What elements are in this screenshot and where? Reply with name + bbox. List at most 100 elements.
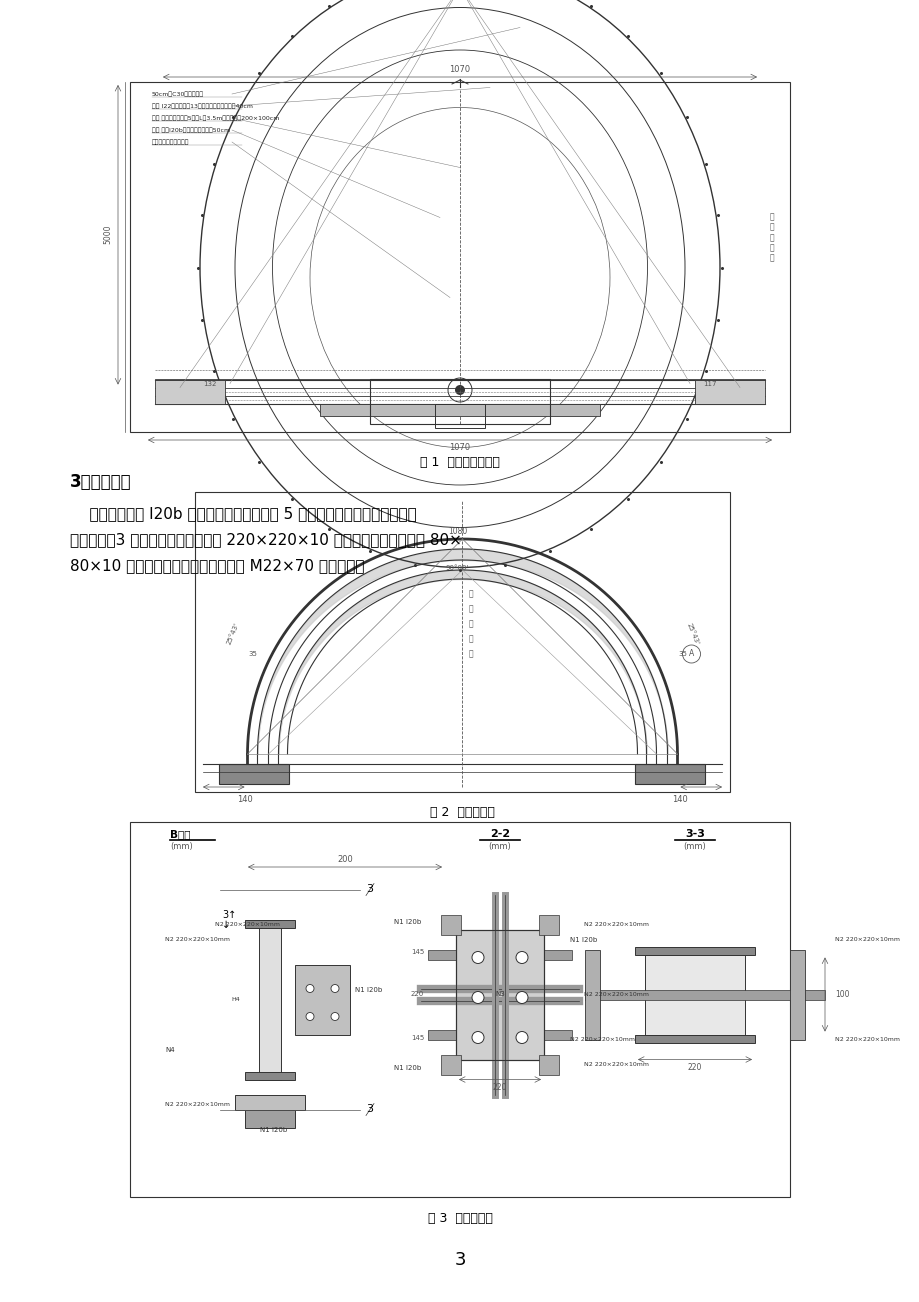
Text: 140: 140: [237, 796, 253, 805]
Text: 3↑: 3↑: [221, 910, 236, 919]
Text: 图 1  套拱基础平面图: 图 1 套拱基础平面图: [420, 456, 499, 469]
Bar: [440, 1055, 460, 1074]
Text: 25°43': 25°43': [225, 622, 239, 646]
Circle shape: [516, 1031, 528, 1043]
Text: 145: 145: [410, 948, 424, 954]
Bar: [644, 954, 744, 1035]
Text: 格栅 套拱格栅每榀分5节，L总3.5m，覆套拱距200×100cm: 格栅 套拱格栅每榀分5节，L总3.5m，覆套拱距200×100cm: [152, 115, 279, 121]
Text: 腹: 腹: [468, 590, 472, 599]
Circle shape: [471, 1031, 483, 1043]
Bar: [369, 379, 550, 424]
Text: 100: 100: [834, 990, 848, 999]
Circle shape: [471, 992, 483, 1004]
Bar: [543, 949, 572, 960]
Circle shape: [331, 984, 338, 992]
Text: N2 220×220×10mm: N2 220×220×10mm: [165, 1101, 230, 1107]
Bar: [694, 379, 765, 404]
Text: 线: 线: [468, 650, 472, 659]
Circle shape: [471, 952, 483, 963]
Text: 220: 220: [410, 992, 424, 997]
Text: 220: 220: [493, 1083, 506, 1092]
Text: (mm): (mm): [170, 842, 193, 852]
Text: N2 220×220×10mm: N2 220×220×10mm: [834, 1036, 899, 1042]
Text: B大样: B大样: [170, 829, 190, 838]
Text: N1 I20b: N1 I20b: [570, 936, 596, 943]
Text: 套拱 套拱I20b工字钢，格栅间距50cm: 套拱 套拱I20b工字钢，格栅间距50cm: [152, 128, 230, 133]
Text: N1 I20b: N1 I20b: [393, 918, 421, 924]
Bar: [234, 1095, 305, 1109]
Text: 5000: 5000: [103, 225, 112, 245]
Bar: [456, 930, 543, 1060]
Text: N1 I20b: N1 I20b: [260, 1126, 287, 1133]
Text: 套拱格栅采取 I20b 工字钢，每榀工字钢分 5 节拼装，其中两节直节为套拱: 套拱格栅采取 I20b 工字钢，每榀工字钢分 5 节拼装，其中两节直节为套拱: [70, 506, 416, 522]
Text: 中: 中: [468, 620, 472, 629]
Circle shape: [306, 984, 313, 992]
Text: 145: 145: [410, 1035, 424, 1040]
Circle shape: [331, 1013, 338, 1021]
Text: 132: 132: [203, 380, 217, 387]
Bar: [456, 930, 543, 1060]
Text: 1080: 1080: [448, 526, 467, 535]
Text: 3、格栅加工: 3、格栅加工: [70, 473, 131, 491]
Bar: [154, 379, 225, 404]
Text: N2 220×220×10mm: N2 220×220×10mm: [584, 922, 648, 927]
Text: 3: 3: [454, 1251, 465, 1269]
Text: 35: 35: [677, 651, 686, 658]
Text: N2 220×220×10mm: N2 220×220×10mm: [584, 1062, 648, 1068]
Circle shape: [516, 952, 528, 963]
Text: 25°43': 25°43': [685, 622, 698, 646]
Text: N1 I20b: N1 I20b: [393, 1065, 421, 1070]
Text: N4: N4: [165, 1047, 175, 1052]
Text: 2-2: 2-2: [490, 829, 509, 838]
Text: 基出支座，3 节弧形为拱部。连接板 220×220×10 钢板，连接板两侧设置 80×: 基出支座，3 节弧形为拱部。连接板 220×220×10 钢板，连接板两侧设置 …: [70, 533, 461, 548]
Bar: [244, 1109, 295, 1128]
Text: 3: 3: [366, 884, 373, 894]
Text: 35: 35: [248, 651, 256, 658]
Text: 140: 140: [672, 796, 687, 805]
Text: 腹
道
中
心
线: 腹 道 中 心 线: [769, 212, 774, 263]
Circle shape: [455, 385, 464, 395]
Text: 套拱 I22工字钢，共13榀套拱钢架，纵向间距40cm: 套拱 I22工字钢，共13榀套拱钢架，纵向间距40cm: [152, 103, 253, 109]
Text: 图 3  拱架节点图: 图 3 拱架节点图: [427, 1212, 492, 1225]
Bar: [295, 965, 349, 1035]
Text: N2 220×220×10mm: N2 220×220×10mm: [215, 922, 279, 927]
Text: N2 220×220×10mm: N2 220×220×10mm: [165, 937, 230, 943]
Text: N3: N3: [494, 992, 505, 997]
Text: ↓: ↓: [221, 919, 230, 930]
Bar: [195, 492, 729, 792]
Text: (mm): (mm): [488, 842, 511, 852]
Bar: [244, 1072, 295, 1079]
Bar: [427, 949, 456, 960]
Text: 道: 道: [468, 604, 472, 613]
Text: 3: 3: [366, 1104, 373, 1115]
Bar: [259, 919, 280, 1079]
Bar: [539, 914, 559, 935]
Bar: [220, 764, 289, 784]
Text: A: A: [688, 650, 693, 659]
Text: N2 220×220×10mm: N2 220×220×10mm: [834, 937, 899, 943]
Bar: [635, 764, 705, 784]
Text: 1070: 1070: [449, 444, 470, 453]
Bar: [427, 1030, 456, 1039]
Bar: [584, 949, 599, 1039]
Text: 1070: 1070: [449, 65, 470, 74]
Bar: [584, 990, 824, 1000]
Bar: [435, 404, 484, 427]
Text: 220: 220: [687, 1062, 701, 1072]
Text: 90°00': 90°00': [446, 565, 469, 572]
Circle shape: [516, 992, 528, 1004]
Bar: [130, 82, 789, 432]
Bar: [789, 949, 804, 1039]
Text: (mm): (mm): [683, 842, 706, 852]
Bar: [634, 947, 754, 954]
Circle shape: [306, 1013, 313, 1021]
Text: 117: 117: [702, 380, 716, 387]
Bar: [634, 1035, 754, 1043]
Text: 心: 心: [468, 634, 472, 643]
Bar: [130, 822, 789, 1197]
Bar: [320, 404, 599, 415]
Text: N2 220×220×10mm: N2 220×220×10mm: [570, 1036, 634, 1042]
Text: 80×10 角钢加强肋板，格栅连接采取 M22×70 螺栓连接。: 80×10 角钢加强肋板，格栅连接采取 M22×70 螺栓连接。: [70, 559, 364, 573]
Text: 套拱之间横向连接止水: 套拱之间横向连接止水: [152, 139, 189, 145]
Bar: [244, 919, 295, 927]
